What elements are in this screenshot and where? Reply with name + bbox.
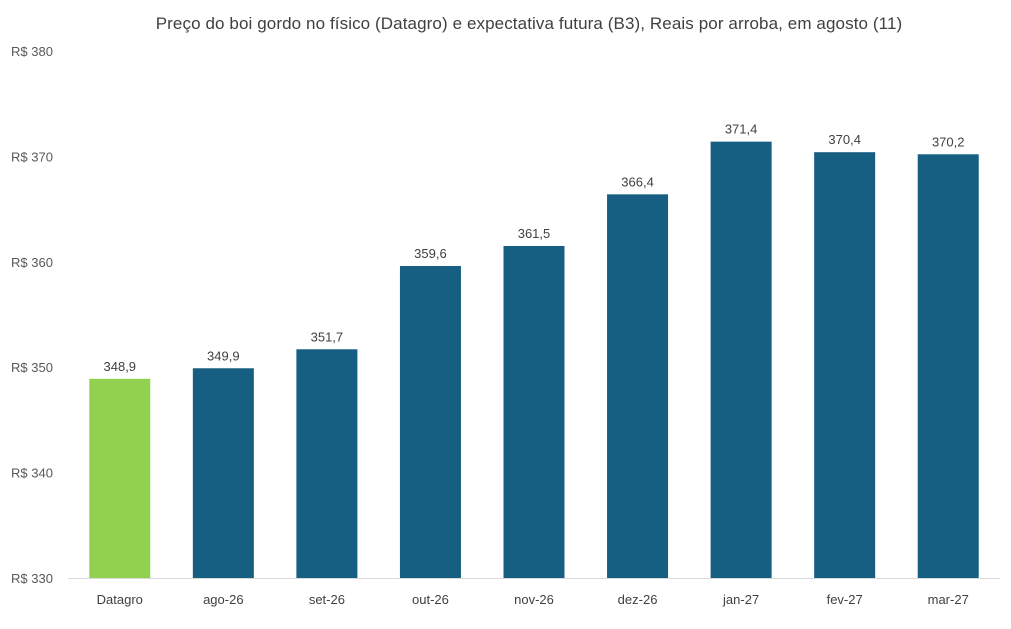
bar-jan-27 <box>710 141 772 579</box>
x-axis-tick-labels: Datagro ago-26 set-26 out-26 nov-26 dez-26 jan… <box>97 592 969 607</box>
bars <box>89 141 979 579</box>
bar-nov-26 <box>503 245 565 579</box>
x-tick-label: jan-27 <box>722 592 759 607</box>
x-tick-label: ago-26 <box>203 592 243 607</box>
data-label: 370,4 <box>828 132 861 147</box>
data-label: 371,4 <box>725 122 758 137</box>
bar-datagro <box>89 378 151 578</box>
x-tick-label: fev-27 <box>827 592 863 607</box>
x-tick-label: set-26 <box>309 592 345 607</box>
chart-title: Preço do boi gordo no físico (Datagro) e… <box>155 14 903 33</box>
bar-ago-26 <box>192 368 254 578</box>
y-tick-label: R$ 360 <box>11 255 53 270</box>
data-label: 366,4 <box>621 174 654 189</box>
data-label: 349,9 <box>207 348 240 363</box>
y-tick-label: R$ 330 <box>11 571 53 586</box>
x-tick-label: Datagro <box>97 592 143 607</box>
bar-dez-26 <box>607 194 669 578</box>
data-label: 348,9 <box>104 359 137 374</box>
x-tick-label: dez-26 <box>618 592 658 607</box>
y-tick-label: R$ 340 <box>11 466 53 481</box>
x-tick-label: out-26 <box>412 592 449 607</box>
data-label: 370,2 <box>932 134 965 149</box>
bar-set-26 <box>296 349 358 578</box>
data-label: 351,7 <box>311 329 344 344</box>
data-label: 361,5 <box>518 226 551 241</box>
y-tick-label: R$ 370 <box>11 149 53 164</box>
y-tick-label: R$ 350 <box>11 360 53 375</box>
x-tick-label: mar-27 <box>928 592 969 607</box>
data-label: 359,6 <box>414 246 447 261</box>
y-axis-tick-labels: R$ 330 R$ 340 R$ 350 R$ 360 R$ 370 R$ 380 <box>11 44 53 586</box>
bar-fev-27 <box>814 152 876 578</box>
bar-out-26 <box>399 266 461 578</box>
y-tick-label: R$ 380 <box>11 44 53 59</box>
data-labels: 348,9 349,9 351,7 359,6 361,5 366,4 371,4 370,4… <box>104 122 965 374</box>
x-tick-label: nov-26 <box>514 592 554 607</box>
bar-mar-27 <box>917 154 979 579</box>
